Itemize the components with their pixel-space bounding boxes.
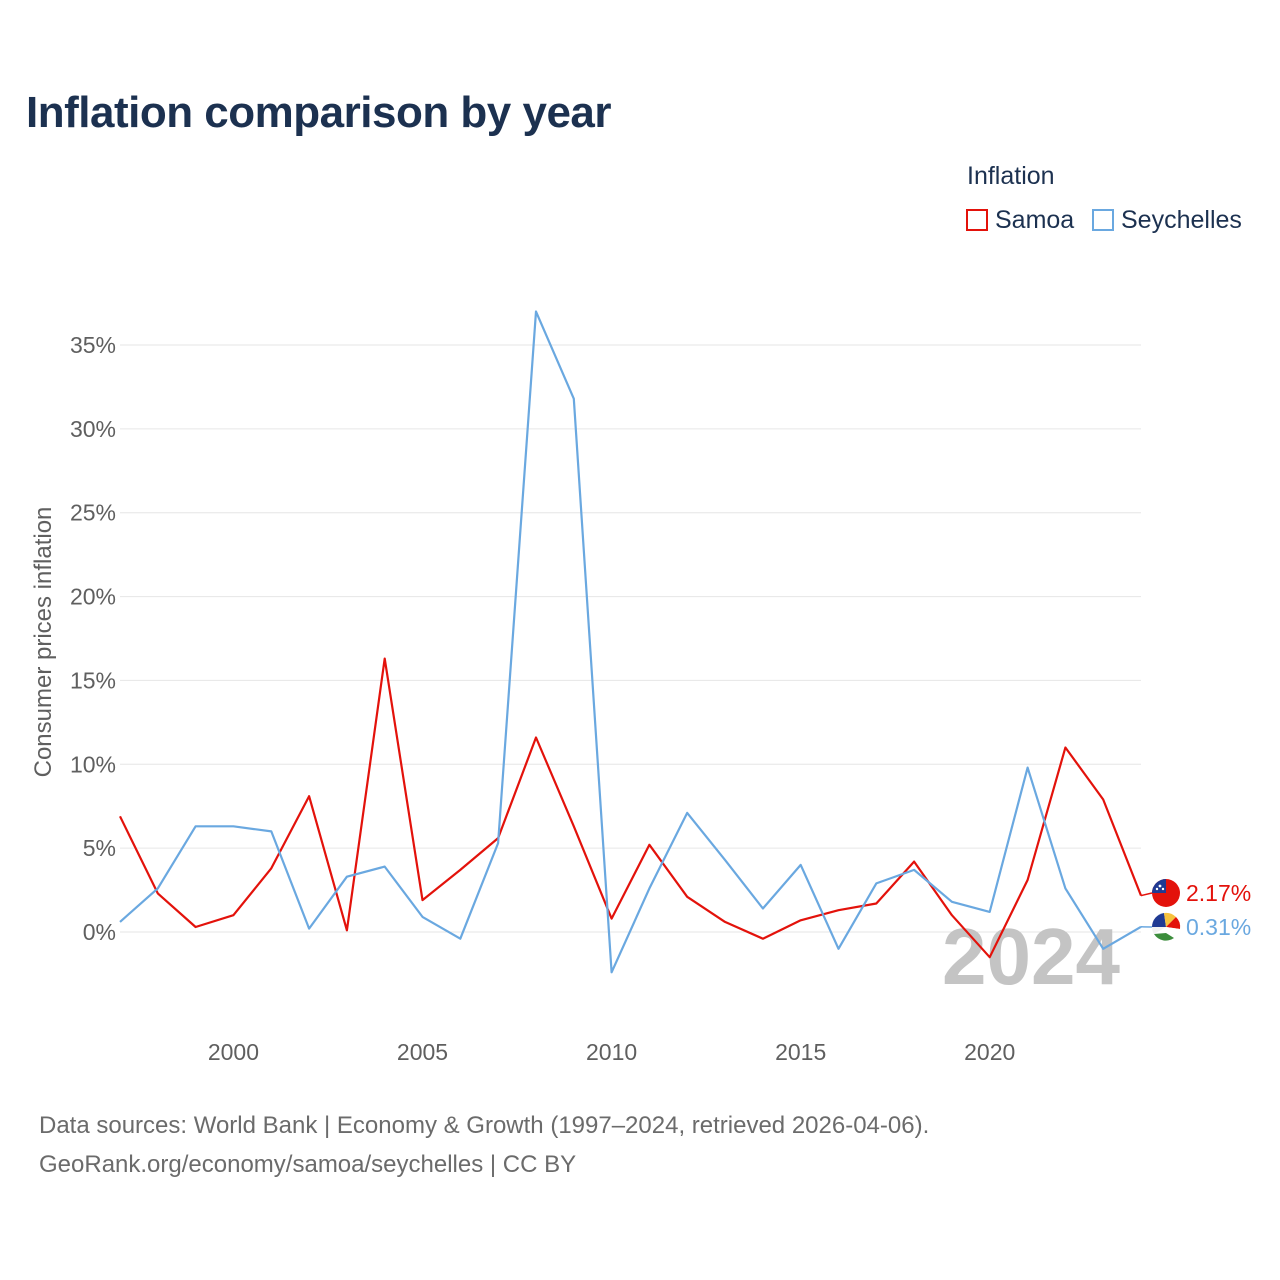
end-value-seychelles: 0.31% [1186,914,1251,940]
legend-label-seychelles: Seychelles [1121,205,1242,234]
legend-label-samoa: Samoa [995,205,1075,234]
x-tick-label: 2000 [208,1039,259,1065]
legend-swatch-samoa [966,209,988,231]
legend-title: Inflation [967,162,1055,190]
legend-item-seychelles[interactable]: Seychelles [1092,206,1242,234]
y-tick-label: 0% [83,919,116,945]
flag-samoa-icon [1152,879,1180,907]
sources-line-1: Data sources: World Bank | Economy & Gro… [39,1112,930,1139]
y-axis-ticks: 0% 5% 10% 15% 20% 25% 30% 35% [70,332,116,945]
legend-item-samoa[interactable]: Samoa [966,206,1074,234]
y-tick-label: 10% [70,751,116,777]
y-tick-label: 15% [70,667,116,693]
data-sources: Data sources: World Bank | Economy & Gro… [39,1106,929,1184]
sources-line-2[interactable]: GeoRank.org/economy/samoa/seychelles | C… [39,1151,577,1178]
y-tick-label: 5% [83,835,116,861]
y-axis-title: Consumer prices inflation [30,507,57,778]
y-tick-label: 35% [70,332,116,358]
series-line-samoa[interactable] [119,657,1143,959]
legend-swatch-seychelles [1092,209,1114,231]
end-markers: 2.17% 0.31% [1140,879,1251,942]
chart-title: Inflation comparison by year [26,88,612,137]
series-lines [119,310,1143,974]
x-tick-label: 2015 [775,1039,826,1065]
x-tick-label: 2010 [586,1039,637,1065]
y-tick-label: 30% [70,416,116,442]
y-tick-label: 20% [70,584,116,610]
x-tick-label: 2020 [964,1039,1015,1065]
x-axis-ticks: 2000 2005 2010 2015 2020 [208,1039,1015,1065]
grid-lines [120,344,1141,933]
end-value-samoa: 2.17% [1186,880,1251,906]
x-tick-label: 2005 [397,1039,448,1065]
y-tick-label: 25% [70,500,116,526]
flag-seychelles-icon [1151,912,1181,942]
connector-samoa [1140,892,1153,897]
year-watermark: 2024 [942,912,1120,1001]
series-line-seychelles[interactable] [119,310,1142,974]
